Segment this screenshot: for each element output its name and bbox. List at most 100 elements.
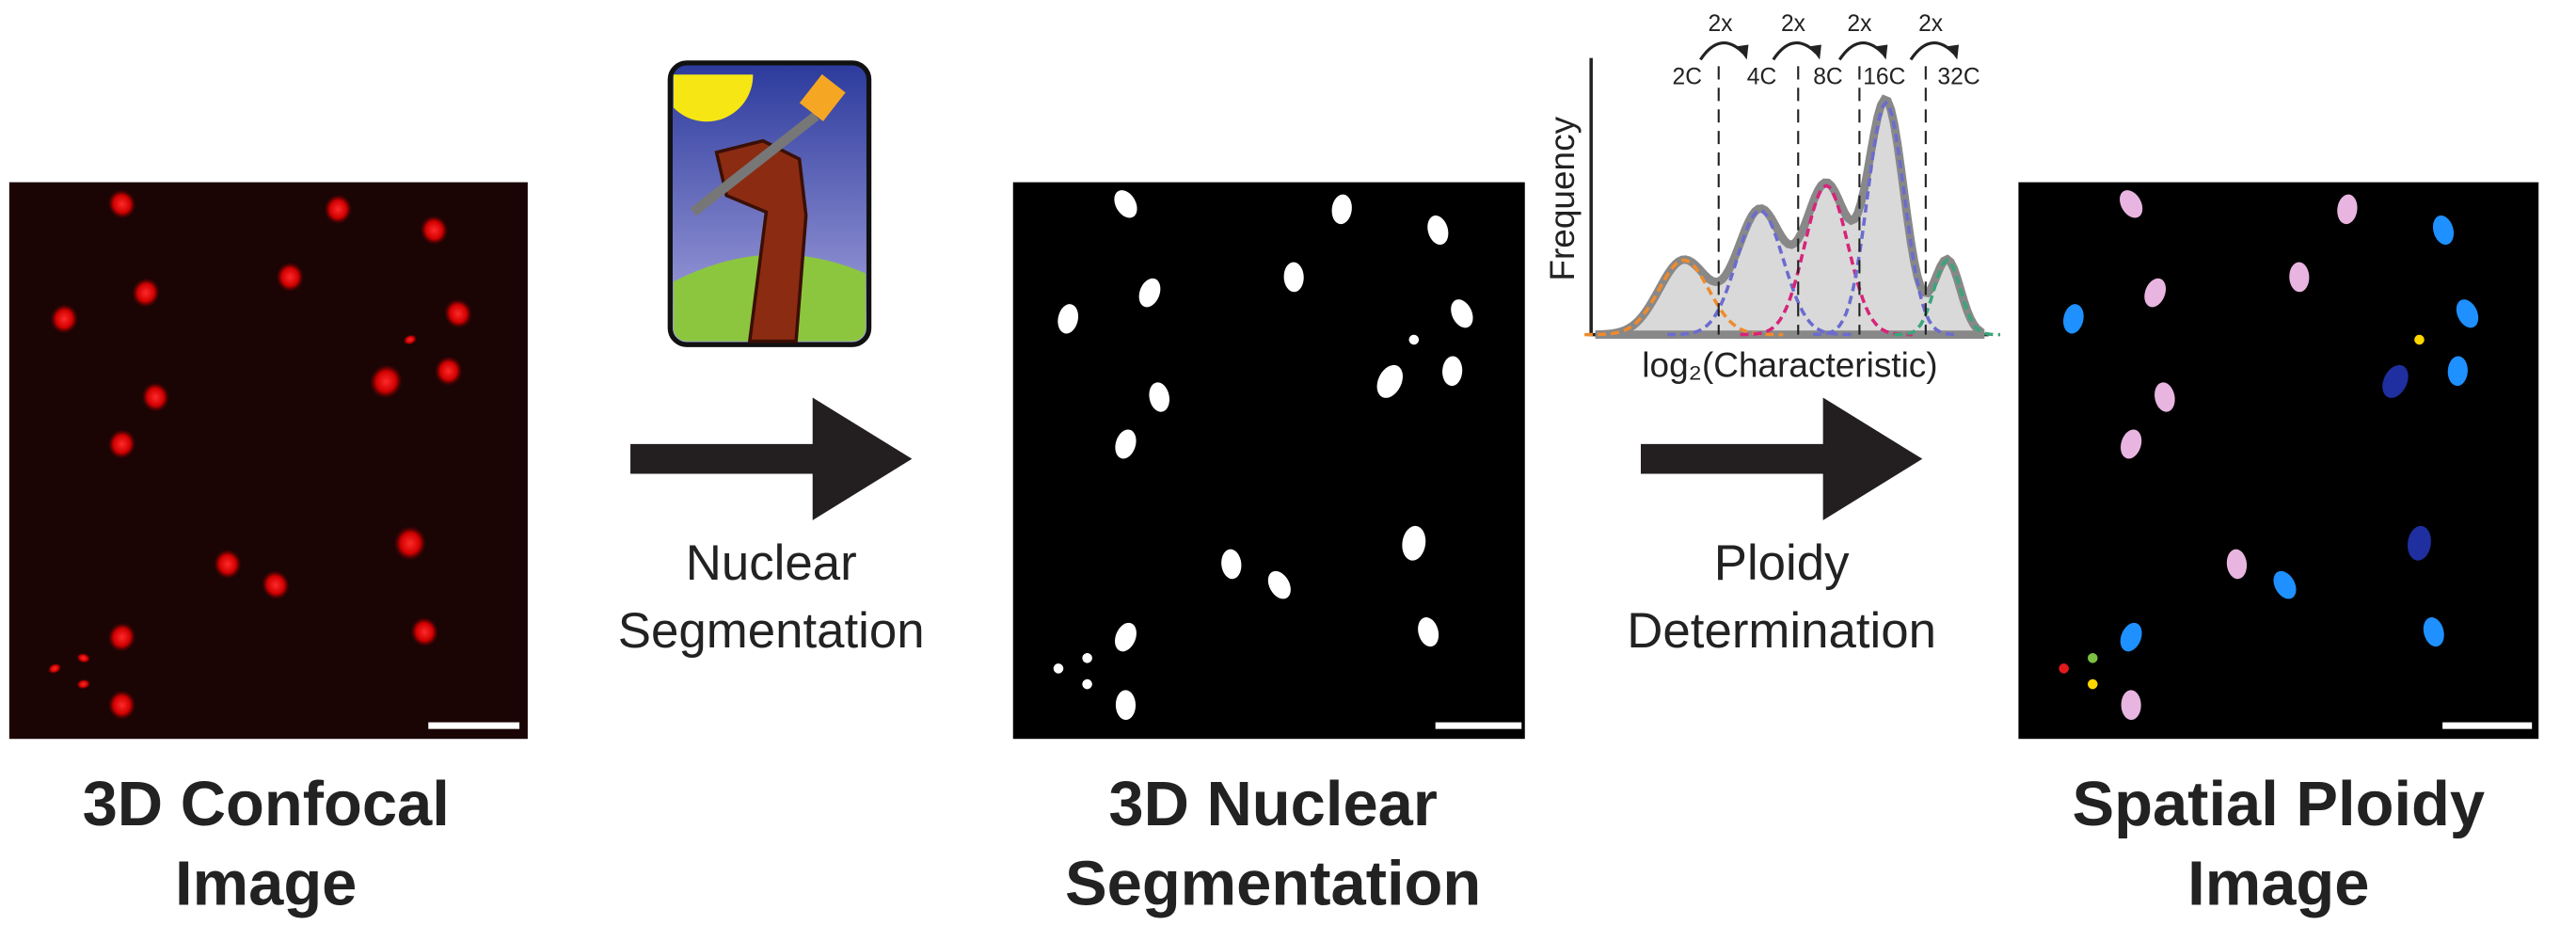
nucleus bbox=[1082, 653, 1092, 663]
nucleus bbox=[2289, 262, 2310, 293]
fold-arrow bbox=[1837, 40, 1884, 61]
nucleus bbox=[2273, 570, 2297, 599]
nucleus bbox=[420, 215, 449, 246]
component-curve bbox=[1667, 208, 1853, 337]
panel-title: Image bbox=[2187, 848, 2369, 918]
fold-label: 2x bbox=[1847, 11, 1872, 37]
nucleus bbox=[1149, 382, 1170, 412]
nucleus bbox=[1138, 278, 1161, 308]
fold-label: 2x bbox=[1708, 11, 1733, 37]
nucleus bbox=[76, 652, 91, 663]
panel-title: Segmentation bbox=[1065, 848, 1481, 918]
histogram: 2C 4C 8C 16C 32C 2x 2x 2x 2x Frequency log₂(Charac… bbox=[1543, 11, 2001, 385]
nucleus bbox=[2407, 525, 2431, 561]
nucleus bbox=[2456, 299, 2479, 328]
nucleus bbox=[107, 690, 136, 721]
nucleus bbox=[2337, 194, 2358, 225]
nucleus bbox=[1408, 334, 1420, 345]
fold-label: 2x bbox=[1918, 11, 1944, 37]
scale-bar bbox=[2442, 722, 2533, 729]
arrow bbox=[630, 397, 913, 520]
ploidy-label: 8C bbox=[1813, 64, 1842, 89]
fold-arrow bbox=[1699, 40, 1745, 61]
nucleus bbox=[1114, 190, 1137, 218]
nucleus bbox=[2432, 215, 2455, 246]
nucleus bbox=[1283, 262, 1304, 293]
step-label: Determination bbox=[1627, 603, 1936, 659]
ploidy-label: 2C bbox=[1673, 64, 1702, 89]
step-label: Segmentation bbox=[618, 603, 925, 659]
panel-title: Image bbox=[175, 848, 357, 918]
nucleus bbox=[2155, 382, 2175, 412]
nucleus bbox=[1221, 549, 1242, 580]
nucleus bbox=[2088, 653, 2098, 663]
nucleus bbox=[1418, 617, 1439, 647]
panel-title: 3D Confocal bbox=[83, 769, 450, 839]
panel-title: 3D Nuclear bbox=[1108, 769, 1437, 839]
nucleus bbox=[1082, 678, 1092, 690]
nucleus bbox=[1053, 663, 1064, 674]
confocal-image bbox=[8, 182, 528, 740]
nucleus bbox=[50, 304, 79, 334]
nucleus bbox=[2059, 663, 2069, 674]
nucleus bbox=[141, 382, 170, 412]
nucleus bbox=[107, 429, 136, 459]
fold-arrow bbox=[1909, 40, 1955, 61]
step-label: Nuclear bbox=[686, 535, 857, 591]
nucleus bbox=[410, 616, 439, 647]
arrow bbox=[1641, 397, 1923, 520]
fold-arrowhead bbox=[1809, 44, 1821, 60]
nucleus bbox=[1402, 525, 1426, 561]
nucleus bbox=[2226, 549, 2248, 580]
nucleus bbox=[2120, 622, 2142, 652]
component-curve bbox=[1894, 258, 2001, 337]
scale-bar bbox=[428, 722, 520, 729]
nucleus bbox=[76, 678, 91, 690]
nucleus bbox=[2120, 190, 2143, 218]
nucleus bbox=[324, 194, 353, 225]
nucleus bbox=[132, 278, 161, 308]
nucleus bbox=[2447, 356, 2468, 387]
ploidy-label: 16C bbox=[1863, 64, 1905, 89]
nucleus bbox=[2121, 690, 2141, 721]
nucleus bbox=[2414, 334, 2425, 345]
segmentation-icon bbox=[667, 60, 872, 347]
component-curve bbox=[1584, 258, 1784, 337]
segmentation-image bbox=[1012, 182, 1525, 740]
nucleus bbox=[443, 298, 472, 328]
y-axis-label: Frequency bbox=[1543, 116, 1582, 280]
nucleus bbox=[1376, 364, 1403, 398]
fold-label: 2x bbox=[1781, 11, 1806, 37]
nucleus bbox=[261, 570, 290, 600]
fold-arrowhead bbox=[1737, 44, 1749, 60]
nucleus bbox=[1115, 622, 1137, 652]
fold-arrowhead bbox=[1947, 44, 1960, 60]
nucleus bbox=[107, 622, 136, 652]
component-curve bbox=[1740, 183, 1913, 337]
nucleus bbox=[403, 334, 418, 345]
nucleus bbox=[1451, 299, 1473, 328]
nucleus bbox=[276, 262, 305, 293]
nucleus bbox=[47, 662, 62, 675]
nucleus bbox=[1427, 215, 1449, 246]
nucleus bbox=[1331, 194, 1352, 225]
nucleus bbox=[1115, 690, 1137, 721]
nucleus bbox=[369, 364, 403, 399]
fold-arrow bbox=[1772, 40, 1818, 61]
nucleus bbox=[2423, 617, 2444, 647]
nucleus bbox=[1267, 570, 1291, 599]
nucleus bbox=[393, 525, 427, 561]
panel-title: Spatial Ploidy bbox=[2073, 769, 2486, 839]
nucleus bbox=[2088, 678, 2098, 690]
ploidy-label: 4C bbox=[1747, 64, 1776, 89]
ploidy-label: 32C bbox=[1937, 64, 1980, 89]
nucleus bbox=[1115, 429, 1137, 459]
nucleus bbox=[2121, 429, 2142, 459]
nucleus bbox=[2382, 364, 2409, 398]
x-axis-label: log₂(Characteristic) bbox=[1642, 346, 1937, 385]
ploidy-image bbox=[2018, 182, 2539, 740]
nucleus bbox=[2144, 278, 2167, 308]
nucleus bbox=[214, 549, 242, 580]
scale-bar bbox=[1435, 722, 1522, 729]
